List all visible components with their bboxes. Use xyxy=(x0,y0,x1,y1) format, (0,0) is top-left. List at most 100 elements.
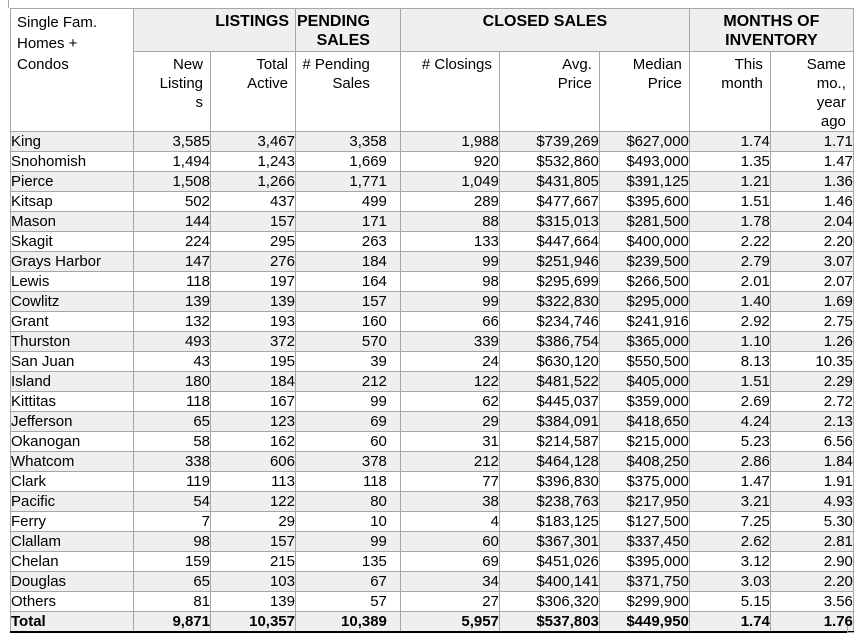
cell-avg-price[interactable]: $431,805 xyxy=(498,171,600,192)
cell-median-price[interactable]: $359,000 xyxy=(598,391,690,412)
cell-median-price[interactable]: $371,750 xyxy=(598,571,690,592)
cell-pending-sales[interactable]: 157 xyxy=(295,291,401,312)
cell-pending-sales[interactable]: 164 xyxy=(295,271,401,292)
cell-this-month[interactable]: 1.40 xyxy=(688,291,771,312)
cell-median-price[interactable]: $127,500 xyxy=(598,511,690,532)
cell-pending-sales[interactable]: 118 xyxy=(295,471,401,492)
cell-median-price[interactable]: $266,500 xyxy=(598,271,690,292)
cell-closings[interactable]: 5,957 xyxy=(399,611,500,633)
group-header-pending-sales[interactable]: PENDING SALES xyxy=(295,8,401,52)
cell-closings[interactable]: 31 xyxy=(399,431,500,452)
cell-same-month-year-ago[interactable]: 1.76 xyxy=(769,611,854,633)
cell-this-month[interactable]: 1.21 xyxy=(688,171,771,192)
cell-avg-price[interactable]: $477,667 xyxy=(498,191,600,212)
cell-total-active[interactable]: 103 xyxy=(210,571,296,592)
cell-new-listings[interactable]: 224 xyxy=(133,231,211,252)
cell-total-active[interactable]: 3,467 xyxy=(210,131,296,152)
cell-pending-sales[interactable]: 499 xyxy=(295,191,401,212)
subheader-same-month-year-ago[interactable]: Same mo., year ago xyxy=(769,51,854,132)
cell-avg-price[interactable]: $532,860 xyxy=(498,151,600,172)
cell-total-active[interactable]: 139 xyxy=(210,291,296,312)
cell-pending-sales[interactable]: 1,771 xyxy=(295,171,401,192)
cell-same-month-year-ago[interactable]: 2.90 xyxy=(769,551,854,572)
cell-same-month-year-ago[interactable]: 2.72 xyxy=(769,391,854,412)
cell-county[interactable]: Mason xyxy=(10,211,134,232)
cell-new-listings[interactable]: 3,585 xyxy=(133,131,211,152)
cell-county[interactable]: Pierce xyxy=(10,171,134,192)
cell-new-listings[interactable]: 119 xyxy=(133,471,211,492)
cell-median-price[interactable]: $295,000 xyxy=(598,291,690,312)
cell-median-price[interactable]: $493,000 xyxy=(598,151,690,172)
cell-median-price[interactable]: $281,500 xyxy=(598,211,690,232)
cell-total-active[interactable]: 122 xyxy=(210,491,296,512)
cell-avg-price[interactable]: $234,746 xyxy=(498,311,600,332)
cell-same-month-year-ago[interactable]: 1.46 xyxy=(769,191,854,212)
subheader-new-listings[interactable]: New Listing s xyxy=(133,51,211,132)
cell-avg-price[interactable]: $306,320 xyxy=(498,591,600,612)
cell-same-month-year-ago[interactable]: 2.29 xyxy=(769,371,854,392)
cell-median-price[interactable]: $239,500 xyxy=(598,251,690,272)
cell-this-month[interactable]: 8.13 xyxy=(688,351,771,372)
cell-median-price[interactable]: $550,500 xyxy=(598,351,690,372)
cell-median-price[interactable]: $241,916 xyxy=(598,311,690,332)
cell-this-month[interactable]: 1.78 xyxy=(688,211,771,232)
cell-median-price[interactable]: $337,450 xyxy=(598,531,690,552)
cell-county[interactable]: Pacific xyxy=(10,491,134,512)
cell-avg-price[interactable]: $183,125 xyxy=(498,511,600,532)
cell-same-month-year-ago[interactable]: 2.20 xyxy=(769,231,854,252)
cell-pending-sales[interactable]: 80 xyxy=(295,491,401,512)
cell-median-price[interactable]: $391,125 xyxy=(598,171,690,192)
cell-closings[interactable]: 34 xyxy=(399,571,500,592)
cell-county[interactable]: Clark xyxy=(10,471,134,492)
cell-same-month-year-ago[interactable]: 1.47 xyxy=(769,151,854,172)
cell-pending-sales[interactable]: 160 xyxy=(295,311,401,332)
cell-new-listings[interactable]: 7 xyxy=(133,511,211,532)
cell-same-month-year-ago[interactable]: 1.84 xyxy=(769,451,854,472)
cell-total-active[interactable]: 197 xyxy=(210,271,296,292)
cell-county[interactable]: Clallam xyxy=(10,531,134,552)
cell-closings[interactable]: 339 xyxy=(399,331,500,352)
cell-new-listings[interactable]: 118 xyxy=(133,271,211,292)
cell-closings[interactable]: 98 xyxy=(399,271,500,292)
cell-total-active[interactable]: 113 xyxy=(210,471,296,492)
cell-pending-sales[interactable]: 67 xyxy=(295,571,401,592)
cell-closings[interactable]: 289 xyxy=(399,191,500,212)
cell-total-active[interactable]: 437 xyxy=(210,191,296,212)
cell-total-active[interactable]: 1,266 xyxy=(210,171,296,192)
cell-new-listings[interactable]: 1,494 xyxy=(133,151,211,172)
cell-new-listings[interactable]: 132 xyxy=(133,311,211,332)
cell-this-month[interactable]: 2.62 xyxy=(688,531,771,552)
cell-avg-price[interactable]: $464,128 xyxy=(498,451,600,472)
cell-total-active[interactable]: 139 xyxy=(210,591,296,612)
cell-median-price[interactable]: $395,000 xyxy=(598,551,690,572)
cell-avg-price[interactable]: $537,803 xyxy=(498,611,600,633)
cell-new-listings[interactable]: 43 xyxy=(133,351,211,372)
cell-same-month-year-ago[interactable]: 2.13 xyxy=(769,411,854,432)
cell-same-month-year-ago[interactable]: 1.71 xyxy=(769,131,854,152)
group-header-months-of-inventory[interactable]: MONTHS OF INVENTORY xyxy=(688,8,854,52)
cell-avg-price[interactable]: $447,664 xyxy=(498,231,600,252)
cell-this-month[interactable]: 1.35 xyxy=(688,151,771,172)
cell-new-listings[interactable]: 65 xyxy=(133,571,211,592)
cell-county[interactable]: Douglas xyxy=(10,571,134,592)
cell-new-listings[interactable]: 1,508 xyxy=(133,171,211,192)
cell-county[interactable]: Jefferson xyxy=(10,411,134,432)
cell-median-price[interactable]: $408,250 xyxy=(598,451,690,472)
cell-avg-price[interactable]: $295,699 xyxy=(498,271,600,292)
cell-pending-sales[interactable]: 60 xyxy=(295,431,401,452)
cell-county[interactable]: San Juan xyxy=(10,351,134,372)
cell-median-price[interactable]: $449,950 xyxy=(598,611,690,633)
subheader-median-price[interactable]: Median Price xyxy=(598,51,690,132)
cell-pending-sales[interactable]: 39 xyxy=(295,351,401,372)
cell-same-month-year-ago[interactable]: 1.69 xyxy=(769,291,854,312)
cell-new-listings[interactable]: 98 xyxy=(133,531,211,552)
cell-new-listings[interactable]: 139 xyxy=(133,291,211,312)
cell-new-listings[interactable]: 159 xyxy=(133,551,211,572)
cell-new-listings[interactable]: 65 xyxy=(133,411,211,432)
cell-new-listings[interactable]: 118 xyxy=(133,391,211,412)
cell-county[interactable]: Grant xyxy=(10,311,134,332)
cell-pending-sales[interactable]: 171 xyxy=(295,211,401,232)
cell-median-price[interactable]: $395,600 xyxy=(598,191,690,212)
cell-new-listings[interactable]: 502 xyxy=(133,191,211,212)
cell-pending-sales[interactable]: 69 xyxy=(295,411,401,432)
